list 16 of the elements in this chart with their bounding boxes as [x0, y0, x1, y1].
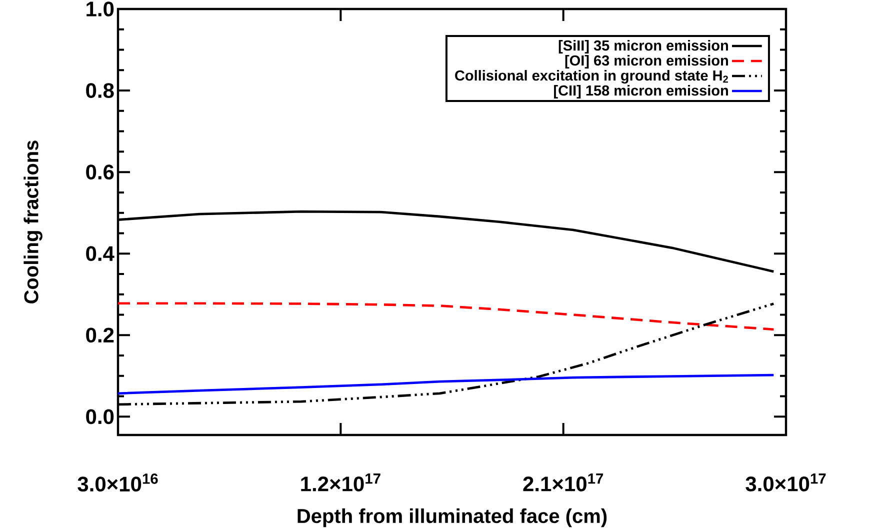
- y-tick-label: 0.8: [86, 83, 114, 98]
- legend-label: [CII] 158 micron emission: [554, 85, 728, 99]
- y-tick-label: 0.4: [86, 246, 114, 262]
- legend-label: [SiII] 35 micron emission: [558, 40, 728, 54]
- y-tick-label: 0.2: [86, 328, 114, 343]
- y-tick-label: 1.0: [86, 2, 114, 16]
- legend-label: [OI] 63 micron emission: [565, 54, 728, 69]
- x-tick-label: 1.2×10$^{17}$: [301, 474, 380, 492]
- x-tick-label: 2.1×10$^{17}$: [523, 474, 604, 492]
- x-axis-title: Depth from illuminated face (cm): [298, 508, 607, 528]
- legend-label: Collisional excitation in ground state H$_{2}$: [455, 70, 728, 84]
- y-tick-label: 0.6: [86, 164, 114, 180]
- x-tick-label: 3.0×10$^{17}$: [746, 474, 826, 492]
- x-tick-label: 3.0×10$^{16}$: [78, 474, 158, 492]
- y-tick-label: 0.0: [86, 409, 114, 424]
- y-axis-title: Cooling fractions: [24, 140, 42, 304]
